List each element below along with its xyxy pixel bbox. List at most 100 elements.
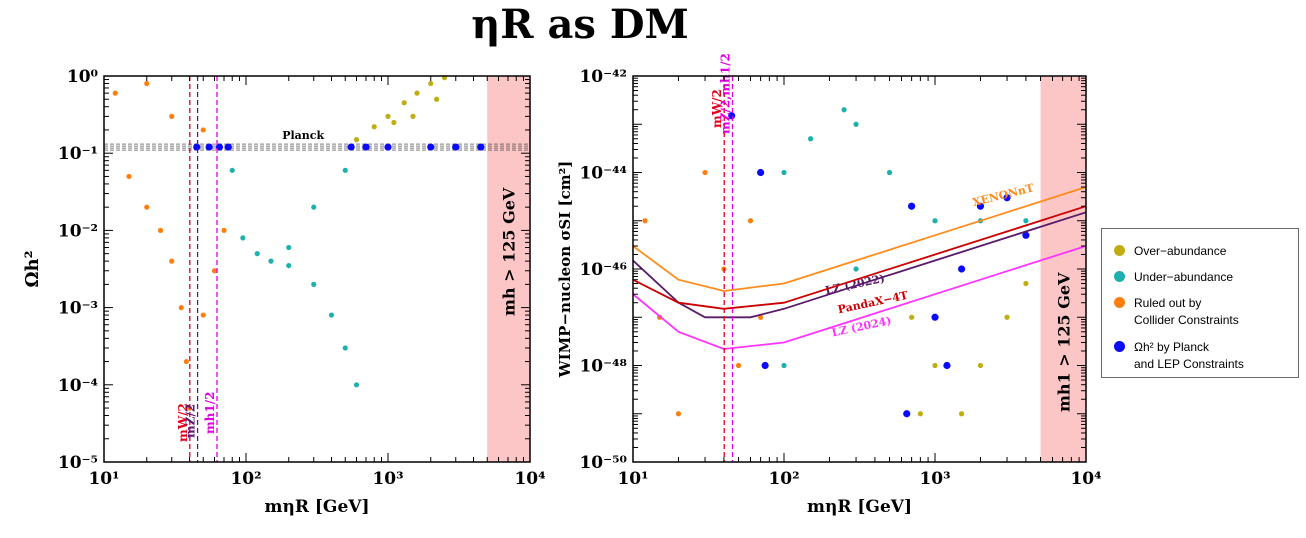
data-point: [931, 313, 939, 321]
data-point: [642, 218, 648, 224]
threshold-label: mW/2: [710, 89, 724, 128]
data-point: [932, 218, 938, 224]
data-point: [347, 143, 355, 151]
data-point: [205, 143, 213, 151]
y-axis-label: WIMP−nucleon σSI [cm²]: [556, 161, 574, 379]
y-tick-label: 10⁻⁴⁴: [579, 164, 627, 184]
left-chart-panel: Planck mW/2mZ/2 mh1/2 mh > 125 GeV 10¹ 10² 10³…: [22, 67, 546, 517]
data-point: [353, 382, 360, 388]
data-point: [781, 169, 787, 176]
legend-swatch: [1114, 297, 1125, 308]
data-point: [781, 362, 787, 369]
excluded-region-label: mh > 125 GeV: [500, 187, 519, 316]
data-point: [428, 80, 434, 87]
limit-curve-label: LZ (2022): [824, 272, 886, 297]
y-tick-label: 10⁻⁴⁶: [579, 260, 627, 280]
planck-label: Planck: [282, 129, 324, 142]
y-tick-label: 10⁻⁴²: [579, 67, 627, 87]
data-point: [211, 268, 218, 274]
y-tick-label: 10⁻⁴⁸: [579, 357, 627, 377]
data-point: [886, 169, 893, 176]
y-tick-label: 10⁻¹: [58, 144, 98, 164]
x-tick-label: 10¹: [617, 469, 648, 489]
data-point: [675, 411, 682, 417]
data-point: [178, 305, 184, 311]
threshold-label: mh1/2: [203, 391, 217, 434]
data-point: [909, 314, 915, 320]
data-point: [917, 411, 923, 417]
data-point: [286, 262, 292, 269]
data-point: [853, 266, 859, 272]
data-point: [747, 218, 754, 224]
data-point: [976, 202, 985, 210]
data-point: [943, 361, 951, 370]
excluded-region-label: mh1 > 125 GeV: [1054, 272, 1073, 412]
data-point: [1003, 194, 1011, 202]
data-point: [932, 362, 938, 369]
y-tick-label: 10⁻²: [58, 221, 98, 241]
data-point: [169, 258, 175, 264]
data-point: [841, 107, 847, 113]
x-axis-label: mηR [GeV]: [807, 497, 912, 517]
data-point: [342, 167, 348, 173]
data-point: [126, 173, 132, 180]
data-point: [268, 258, 274, 264]
limit-curve: [632, 186, 1087, 292]
x-tick-label: 10¹: [88, 469, 119, 489]
data-point: [353, 137, 360, 143]
x-tick-label: 10⁴: [1070, 469, 1101, 489]
threshold-label: mW/2: [176, 403, 190, 442]
data-point: [977, 362, 984, 369]
data-point: [371, 124, 377, 130]
data-point: [385, 113, 391, 119]
data-point: [477, 143, 485, 151]
limit-curve-label: PandaX−4T: [837, 289, 910, 317]
data-point: [957, 265, 966, 273]
x-tick-label: 10³: [919, 469, 950, 489]
data-point: [908, 202, 916, 210]
data-point: [328, 312, 335, 318]
x-tick-label: 10³: [372, 469, 403, 489]
threshold-label: mZ/2,mh1/2: [719, 53, 733, 134]
legend-label-line2: and LEP Constraints: [1134, 357, 1244, 371]
data-point: [229, 167, 235, 173]
data-point: [311, 281, 317, 287]
data-point: [757, 168, 765, 177]
data-point: [157, 227, 164, 233]
data-point: [1004, 314, 1010, 320]
plot-frame: [103, 75, 531, 463]
y-tick-label: 10⁻³: [58, 299, 98, 319]
data-point: [224, 143, 232, 151]
data-point: [728, 112, 736, 120]
y-tick-label: 10⁻⁵: [58, 453, 98, 473]
data-point: [735, 362, 742, 369]
data-point: [193, 143, 201, 151]
data-point: [112, 90, 118, 96]
legend-swatch: [1114, 245, 1125, 256]
data-point: [702, 169, 708, 176]
data-point: [286, 244, 292, 251]
data-point: [311, 204, 317, 210]
data-point: [427, 143, 435, 151]
data-point: [958, 411, 965, 417]
data-point: [1022, 231, 1030, 239]
data-point: [853, 121, 859, 127]
data-point: [414, 90, 420, 96]
chart-legend: Over−abundance Under−abundance Ruled out…: [1101, 228, 1299, 378]
data-point: [183, 358, 189, 365]
limit-curve: [632, 205, 1087, 310]
data-point: [903, 410, 911, 418]
data-point: [221, 227, 227, 233]
x-tick-label: 10⁴: [514, 469, 545, 489]
data-point: [200, 127, 206, 133]
y-tick-label: 10⁻⁴: [58, 376, 98, 396]
legend-label: Under−abundance: [1134, 270, 1234, 284]
data-point: [1023, 280, 1029, 287]
data-point: [434, 96, 440, 102]
plot-frame: [632, 75, 1087, 463]
data-point: [1023, 218, 1029, 224]
x-tick-label: 10²: [768, 469, 799, 489]
excluded-region: [487, 76, 530, 462]
legend-label: Ωh² by Planck: [1134, 340, 1209, 354]
